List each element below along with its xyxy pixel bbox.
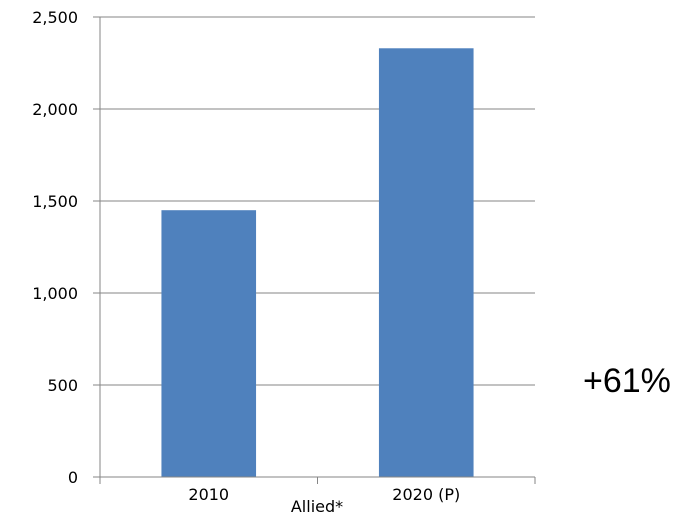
y-tick-label: 500 — [47, 376, 78, 395]
y-tick-label: 1,000 — [32, 284, 78, 303]
y-tick-label: 0 — [68, 468, 78, 487]
y-tick-label: 2,500 — [32, 8, 78, 27]
x-axis-title: Allied* — [291, 497, 343, 516]
y-tick-labels: 0 500 1,000 1,500 2,000 2,500 — [32, 8, 78, 487]
bar-2020-p — [379, 48, 474, 477]
x-tick-label: 2020 (P) — [392, 485, 460, 504]
bar-2010 — [161, 210, 256, 477]
x-tick-label: 2010 — [188, 485, 229, 504]
bars — [161, 48, 473, 477]
growth-annotation: +61% — [583, 362, 671, 400]
y-tick-label: 1,500 — [32, 192, 78, 211]
y-tick-label: 2,000 — [32, 100, 78, 119]
